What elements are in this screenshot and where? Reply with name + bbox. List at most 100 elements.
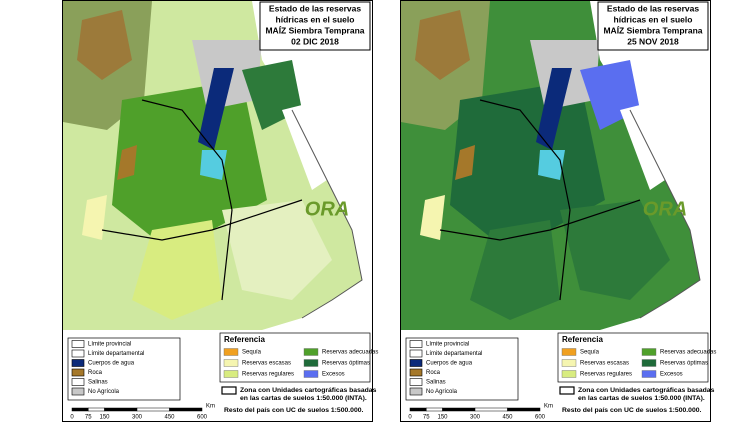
zone-note: en las cartas de suelos 1:50.000 (INTA). xyxy=(578,395,705,402)
scale-segment xyxy=(426,407,443,412)
dry-patch xyxy=(82,195,107,240)
legend-label: Salinas xyxy=(88,380,108,386)
legend-label: Reservas regulares xyxy=(242,372,294,378)
scale-segment xyxy=(409,407,427,412)
mountain-region xyxy=(77,10,132,80)
legend-label: Reservas regulares xyxy=(580,372,632,378)
legend-label: Roca xyxy=(426,370,441,376)
crop-region xyxy=(112,80,267,245)
legend-label: Reservas óptimas xyxy=(660,361,708,367)
title-frame xyxy=(259,1,371,51)
legend-swatch xyxy=(409,387,423,396)
rock-patch xyxy=(117,145,137,180)
buenos-aires-region xyxy=(560,200,670,300)
province-line xyxy=(439,199,641,241)
scale-segment xyxy=(507,407,541,412)
legend-label: Límite provincial xyxy=(88,342,131,348)
legend-swatch xyxy=(71,378,85,386)
title-frame xyxy=(597,1,709,51)
legend-swatch xyxy=(561,359,577,367)
uruguay xyxy=(282,100,342,190)
map-title: hídricas en el suelo xyxy=(276,14,355,24)
scale-segment xyxy=(71,407,89,412)
scale-label: 0 xyxy=(70,415,74,421)
dry-patch xyxy=(420,195,445,240)
legend-swatch xyxy=(409,378,423,386)
legend-label: Reservas escasas xyxy=(580,361,629,367)
legend-left: Límite provincial Límite departamental Cue… xyxy=(67,337,181,401)
zone-note: Zona con Unidades cartográficas basadas xyxy=(578,387,715,394)
legend-label: Reservas óptimas xyxy=(322,361,370,367)
legend-label: Reservas escasas xyxy=(242,361,291,367)
scale-segment xyxy=(169,407,203,412)
legend-label: No Agrícola xyxy=(88,389,120,395)
mountain-region xyxy=(415,10,470,80)
map-title: hídricas en el suelo xyxy=(614,14,693,24)
legend-swatch xyxy=(409,368,423,377)
scale-label: 600 xyxy=(197,415,208,421)
legend-label: Cuerpos de agua xyxy=(426,361,473,367)
legend-swatch xyxy=(71,340,85,348)
legend-swatch xyxy=(223,348,239,356)
scale-label: 150 xyxy=(99,415,110,421)
legend-swatch xyxy=(561,370,577,378)
legend-swatch xyxy=(71,359,85,367)
map xyxy=(63,1,363,330)
map-title: Estado de las reservas xyxy=(269,3,361,13)
map-title: MAÍZ Siembra Temprana xyxy=(265,25,364,35)
scale-label: 0 xyxy=(408,415,412,421)
scale-unit: Km xyxy=(206,404,215,410)
south-region xyxy=(132,220,222,320)
map-title: 25 NOV 2018 xyxy=(627,36,679,46)
legend-label: Cuerpos de agua xyxy=(88,361,135,367)
legend-swatch xyxy=(641,370,657,378)
legend-frame xyxy=(67,337,181,401)
scale-label: 450 xyxy=(164,415,175,421)
legend-swatch xyxy=(303,370,319,378)
river xyxy=(536,68,572,150)
south-region xyxy=(470,220,560,320)
map-title: 02 DIC 2018 xyxy=(291,36,339,46)
scale-label: 300 xyxy=(132,415,143,421)
scale-label: 75 xyxy=(85,415,92,421)
zone-note: Zona con Unidades cartográficas basadas xyxy=(240,387,377,394)
legend-label: Sequía xyxy=(242,350,262,356)
scale-segment xyxy=(474,407,508,412)
rock-patch xyxy=(455,145,475,180)
map-title: Estado de las reservas xyxy=(607,3,699,13)
legend-swatch xyxy=(409,340,423,348)
crop-region xyxy=(450,80,605,245)
legend-label: Sequía xyxy=(580,350,600,356)
legend-swatch xyxy=(409,359,423,367)
legend-swatch xyxy=(409,349,423,358)
river xyxy=(198,68,234,150)
buenos-aires-region xyxy=(222,200,332,300)
legend-swatch xyxy=(71,387,85,396)
coast-line xyxy=(291,109,363,319)
province-line xyxy=(141,99,233,301)
legend-swatch xyxy=(71,368,85,377)
zone-swatch xyxy=(559,386,575,395)
legend-label: Reservas adecuadas xyxy=(660,350,716,356)
scale-label: 450 xyxy=(502,415,513,421)
legend-label: Excesos xyxy=(322,372,345,378)
legend-swatch xyxy=(561,348,577,356)
legend-swatch xyxy=(641,348,657,356)
province-line xyxy=(479,99,571,301)
legend-frame xyxy=(219,332,371,383)
legend-swatch xyxy=(303,348,319,356)
legend-swatch xyxy=(71,349,85,358)
scale-label: 600 xyxy=(535,415,546,421)
legend-label: Límite provincial xyxy=(426,342,469,348)
scale-label: 150 xyxy=(437,415,448,421)
zone-note: Resto del país con UC de suelos 1:500.00… xyxy=(224,407,364,414)
zone-swatch xyxy=(221,386,237,395)
logo: ORA xyxy=(305,198,349,220)
legend-swatch xyxy=(223,359,239,367)
